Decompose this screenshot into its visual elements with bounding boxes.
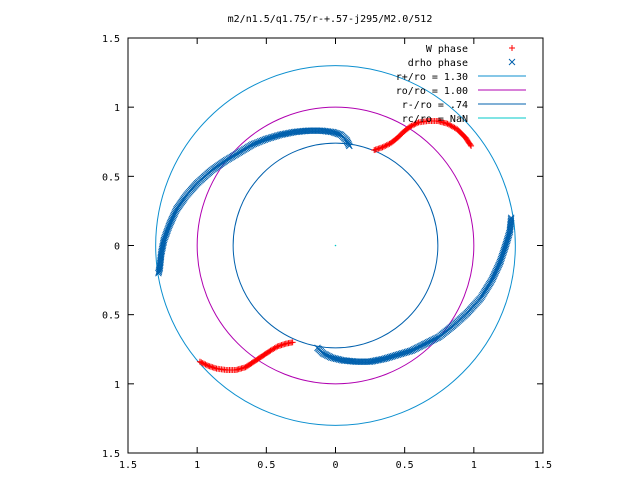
y-tick-label: 1.5 xyxy=(102,34,120,45)
y-tick-label: 0.5 xyxy=(102,172,120,183)
w-phase-point xyxy=(383,142,390,149)
plot-area: 1.5 1 0.5 0 0.5 1 1.51.510.500.511.5 xyxy=(102,34,552,471)
drho-phase-point xyxy=(155,268,163,276)
marker-stroke xyxy=(332,129,339,137)
marker-stroke xyxy=(307,127,315,135)
y-tick-label: 0 xyxy=(114,242,120,253)
legend-marker xyxy=(508,58,516,66)
w-phase-point xyxy=(414,120,421,127)
marker-stroke xyxy=(155,269,162,277)
w-phase-point xyxy=(203,362,210,369)
marker-stroke xyxy=(507,216,515,223)
marker-stroke xyxy=(336,131,344,138)
w-phase-point xyxy=(468,142,475,149)
w-phase-point xyxy=(199,360,206,367)
y-tick-label: 1.5 xyxy=(102,449,120,460)
legend-label: r+/ro = 1.30 xyxy=(396,72,468,83)
legend-label: W phase xyxy=(426,44,468,55)
x-tick-label: 1 xyxy=(194,460,200,471)
legend-label: rc/ro = NaN xyxy=(402,114,468,125)
circle-series xyxy=(232,142,439,349)
chart-title: m2/n1.5/q1.75/r-+.57-j295/M2.0/512 xyxy=(228,14,433,25)
y-tick-label: 0.5 xyxy=(102,311,120,322)
x-tick-label: 1.5 xyxy=(119,460,137,471)
y-tick-label: 1 xyxy=(114,103,120,114)
w-phase-point xyxy=(380,143,387,150)
legend-label: r-/ro = .74 xyxy=(402,100,468,111)
w-phase-point xyxy=(467,141,474,148)
drho-phase-point xyxy=(155,269,162,277)
w-phase-point xyxy=(379,144,386,151)
marker-stroke xyxy=(306,127,313,135)
w-phase-point xyxy=(411,121,418,128)
x-tick-label: 1 xyxy=(471,460,477,471)
w-phase-point xyxy=(196,358,203,365)
marker-stroke xyxy=(363,358,371,366)
marker-stroke xyxy=(155,268,163,276)
x-tick-label: 1.5 xyxy=(534,460,552,471)
w-phase-point xyxy=(385,141,392,148)
legend-label: drho phase xyxy=(408,58,468,69)
legend-label: ro/ro = 1.00 xyxy=(396,86,468,97)
w-phase-point xyxy=(289,339,296,346)
center-point xyxy=(334,244,337,247)
w-phase-point xyxy=(202,361,209,368)
drho-phase-point xyxy=(507,214,515,222)
w-phase-point xyxy=(412,120,419,127)
w-phase-point xyxy=(273,344,280,351)
marker-stroke xyxy=(507,214,515,222)
legend-marker xyxy=(509,45,515,51)
w-phase-point xyxy=(201,360,208,367)
w-phase-point xyxy=(382,142,389,149)
x-tick-label: 0.5 xyxy=(396,460,414,471)
drho-phase-point xyxy=(507,216,515,223)
circle-series xyxy=(196,106,475,385)
w-phase-point xyxy=(407,123,414,130)
marker-stroke xyxy=(508,58,516,66)
w-phase-point xyxy=(198,359,205,366)
x-tick-label: 0 xyxy=(332,460,338,471)
w-phase-point xyxy=(408,122,415,129)
marker-stroke xyxy=(337,131,345,139)
marker-stroke xyxy=(334,130,342,138)
y-tick-label: 1 xyxy=(114,380,120,391)
legend: W phase drho phase r+/ro = 1.30 ro/ro = 1.0… xyxy=(396,44,526,125)
w-phase-point xyxy=(409,122,416,129)
marker-stroke xyxy=(333,130,341,137)
x-tick-label: 0.5 xyxy=(257,460,275,471)
circle-series xyxy=(155,65,516,426)
